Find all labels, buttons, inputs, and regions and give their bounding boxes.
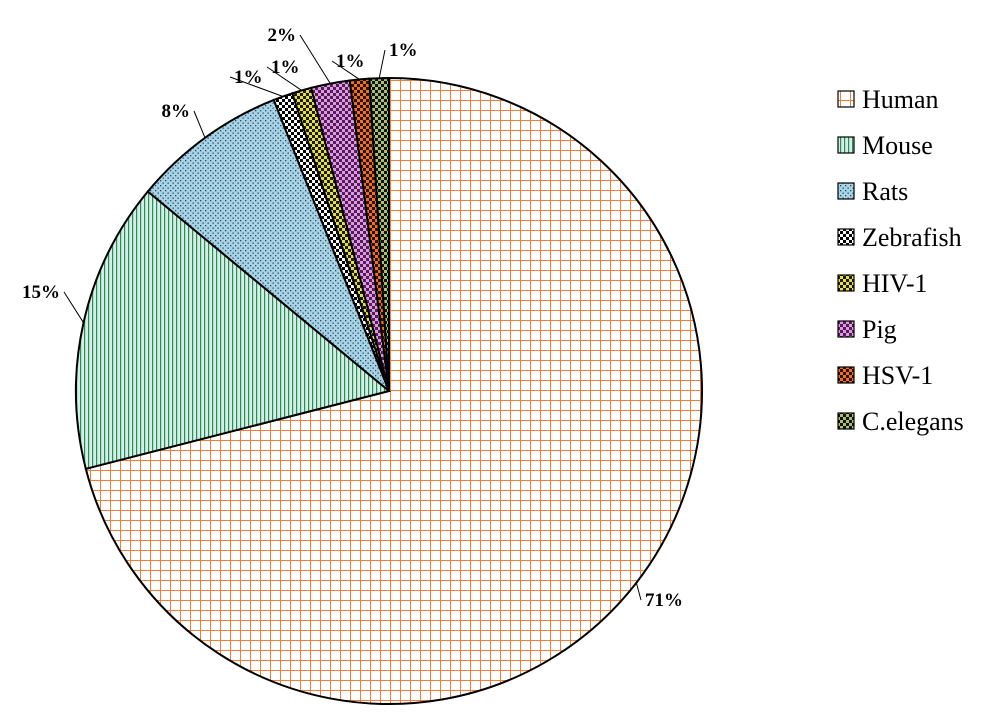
legend-swatch-zebrafish (837, 228, 855, 246)
slice-labels: 71%15%8%1% 1%2%1%1% (22, 25, 683, 611)
data-label-pig: 2% (268, 25, 297, 46)
legend-label-hsv-1: HSV-1 (862, 361, 933, 390)
leader-line-pig (299, 34, 331, 84)
legend-swatch-c-elegans (837, 412, 855, 430)
data-label-mouse: 15% (22, 282, 60, 303)
legend-label-hiv-1: HIV-1 (862, 269, 927, 298)
leader-line-human (635, 582, 642, 601)
legend: Human Mouse Rats Zebrafish HIV-1 Pig HSV-1 C.el… (837, 85, 964, 436)
data-label-c-elegans: 1% (389, 40, 418, 61)
legend-swatch-hsv-1 (837, 366, 855, 384)
leader-line-rats (193, 110, 206, 138)
legend-label-human: Human (862, 85, 939, 114)
legend-label-rats: Rats (862, 177, 908, 206)
legend-swatch-rats (837, 182, 855, 200)
pie-slice-mouse (75, 190, 392, 471)
data-label-zebrafish: 1% (234, 67, 263, 88)
leader-line-mouse (63, 291, 84, 323)
data-label-human: 71% (645, 590, 683, 611)
data-label-hiv-1: 1% (271, 57, 300, 78)
leader-line-zebrafish (229, 76, 284, 97)
legend-label-mouse: Mouse (862, 131, 933, 160)
legend-label-c-elegans: C.elegans (862, 407, 964, 436)
leader-line-hsv-1 (331, 60, 360, 80)
legend-swatch-human (837, 90, 855, 108)
leader-line-c-elegans (378, 49, 386, 79)
data-label-rats: 8% (162, 101, 191, 122)
data-label-hsv-1: 1% (336, 51, 365, 72)
pie-slice-human (84, 76, 703, 705)
legend-label-pig: Pig (862, 315, 897, 344)
legend-swatch-pig (837, 320, 855, 338)
leader-line-hiv-1 (266, 66, 302, 91)
legend-swatch-hiv-1 (837, 274, 855, 292)
pie-slice-rats (146, 98, 390, 392)
legend-label-zebrafish: Zebrafish (862, 223, 962, 252)
legend-swatch-mouse (837, 136, 855, 154)
pie-slices (75, 76, 703, 705)
